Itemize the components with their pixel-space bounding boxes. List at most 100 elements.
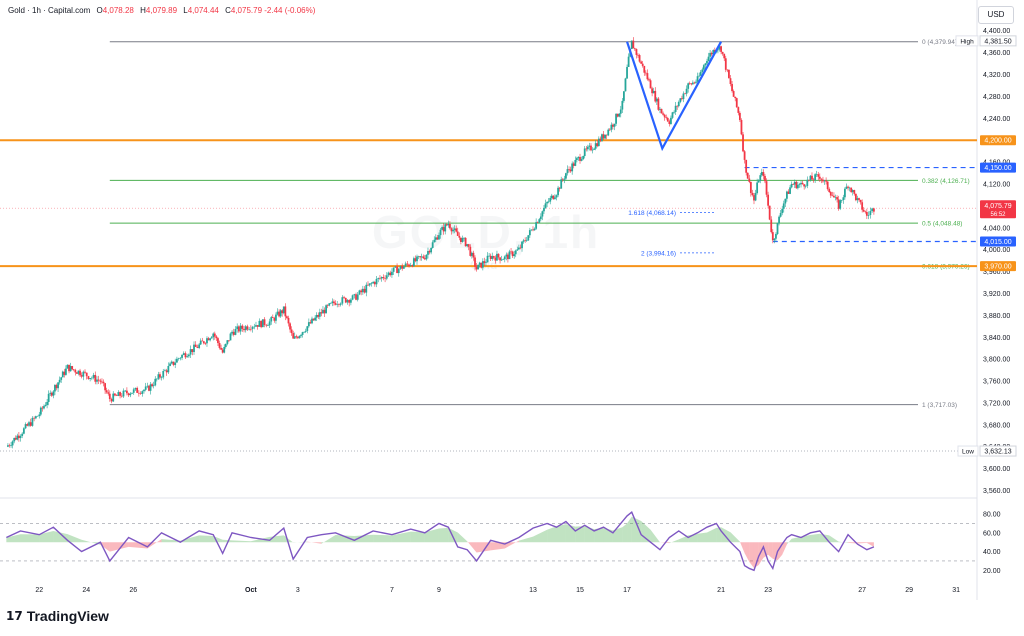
candle-body <box>134 387 137 390</box>
candle-body <box>248 328 251 330</box>
candle-body <box>382 277 385 279</box>
candle-body <box>387 272 390 276</box>
candle-body <box>298 335 301 339</box>
price-tick-label: 4,120.00 <box>983 182 1010 189</box>
candle-body <box>612 124 614 127</box>
candle-body <box>539 216 542 220</box>
candle-body <box>644 72 647 74</box>
price-tick-label: 4,000.00 <box>983 247 1010 254</box>
candle-body <box>516 249 519 251</box>
open-label: O <box>96 6 103 15</box>
candle-body <box>353 294 356 296</box>
candle-body <box>431 242 434 248</box>
candle-body <box>740 120 743 135</box>
candle-body <box>778 216 780 223</box>
candle-body <box>530 229 533 231</box>
candle-body <box>580 159 583 161</box>
candle-body <box>698 75 701 77</box>
candle-body <box>74 369 77 373</box>
candle-body <box>809 175 812 181</box>
candle-body <box>811 175 813 180</box>
high-label-bg <box>955 35 979 47</box>
rsi-fill <box>354 534 374 543</box>
candle-body <box>346 300 349 303</box>
candle-body <box>840 200 843 201</box>
candle-body <box>861 202 864 210</box>
double-top-pattern <box>625 41 723 152</box>
change-value: -2.44 (-0.06%) <box>264 6 316 15</box>
candle-body <box>728 69 730 79</box>
candle-body <box>69 366 72 372</box>
candle-body <box>784 198 787 204</box>
candle-body <box>593 148 596 150</box>
candle-body <box>146 385 149 387</box>
candle-body <box>782 203 785 209</box>
candle-body <box>706 61 708 64</box>
candle-body <box>54 385 56 392</box>
candle-body <box>417 256 420 257</box>
candle-body <box>11 441 14 446</box>
candle-body <box>554 197 556 200</box>
candle-body <box>833 195 835 198</box>
level-3970-tag: 3,970.00 <box>984 264 1011 271</box>
price-tick-label: 4,040.00 <box>983 225 1010 232</box>
candle-body <box>803 184 806 187</box>
candle-body <box>79 370 81 376</box>
candle-body <box>315 314 318 318</box>
candle-body <box>186 356 189 358</box>
candle-body <box>13 437 16 442</box>
candle-body <box>618 113 621 117</box>
candle-body <box>170 361 173 364</box>
candle-body <box>565 173 567 179</box>
candle-body <box>92 374 95 378</box>
candle-body <box>605 134 608 136</box>
candle-body <box>287 317 290 324</box>
candle-body <box>255 325 257 327</box>
candle-body <box>97 379 100 381</box>
candle-body <box>796 184 799 189</box>
candle-body <box>322 309 324 314</box>
candle-body <box>125 390 128 394</box>
candle-body <box>449 223 451 229</box>
level-4200-tag-bg <box>980 135 1016 146</box>
candle-body <box>470 252 473 256</box>
candle-body <box>688 83 691 84</box>
rsi-fill <box>659 542 670 544</box>
candle-body <box>361 288 364 293</box>
rsi-tick-label: 80.00 <box>983 512 1001 519</box>
candle-body <box>206 338 208 344</box>
currency-button[interactable]: USD <box>978 6 1014 24</box>
low-value: 4,074.44 <box>187 6 219 15</box>
candle-body <box>8 445 11 446</box>
candle-body <box>263 319 266 325</box>
candle-body <box>662 113 664 115</box>
candle-body <box>646 73 649 80</box>
candle-body <box>677 101 680 107</box>
candle-body <box>746 172 749 179</box>
candle-body <box>293 336 296 339</box>
candle-body <box>80 375 83 377</box>
candle-body <box>375 278 378 285</box>
candle-body <box>737 107 740 113</box>
candle-body <box>541 211 544 217</box>
candle-body <box>77 370 80 374</box>
rsi-fill <box>335 535 355 543</box>
candle-body <box>87 376 90 380</box>
rsi-fill <box>518 536 533 543</box>
candle-body <box>49 392 52 394</box>
candle-body <box>701 69 704 72</box>
candle-body <box>326 305 329 306</box>
candle-body <box>224 343 227 347</box>
candle-body <box>801 182 804 185</box>
tradingview-brand[interactable]: 17 TradingView <box>6 608 109 624</box>
candle-body <box>14 437 17 440</box>
candle-body <box>436 237 439 240</box>
candle-body <box>434 237 437 240</box>
candle-body <box>510 251 512 253</box>
candle-body <box>115 395 118 397</box>
candle-body <box>463 237 465 239</box>
candle-body <box>57 382 59 389</box>
candle-body <box>804 185 807 187</box>
fib-level-label: 0 (4,379.94) <box>922 39 957 46</box>
